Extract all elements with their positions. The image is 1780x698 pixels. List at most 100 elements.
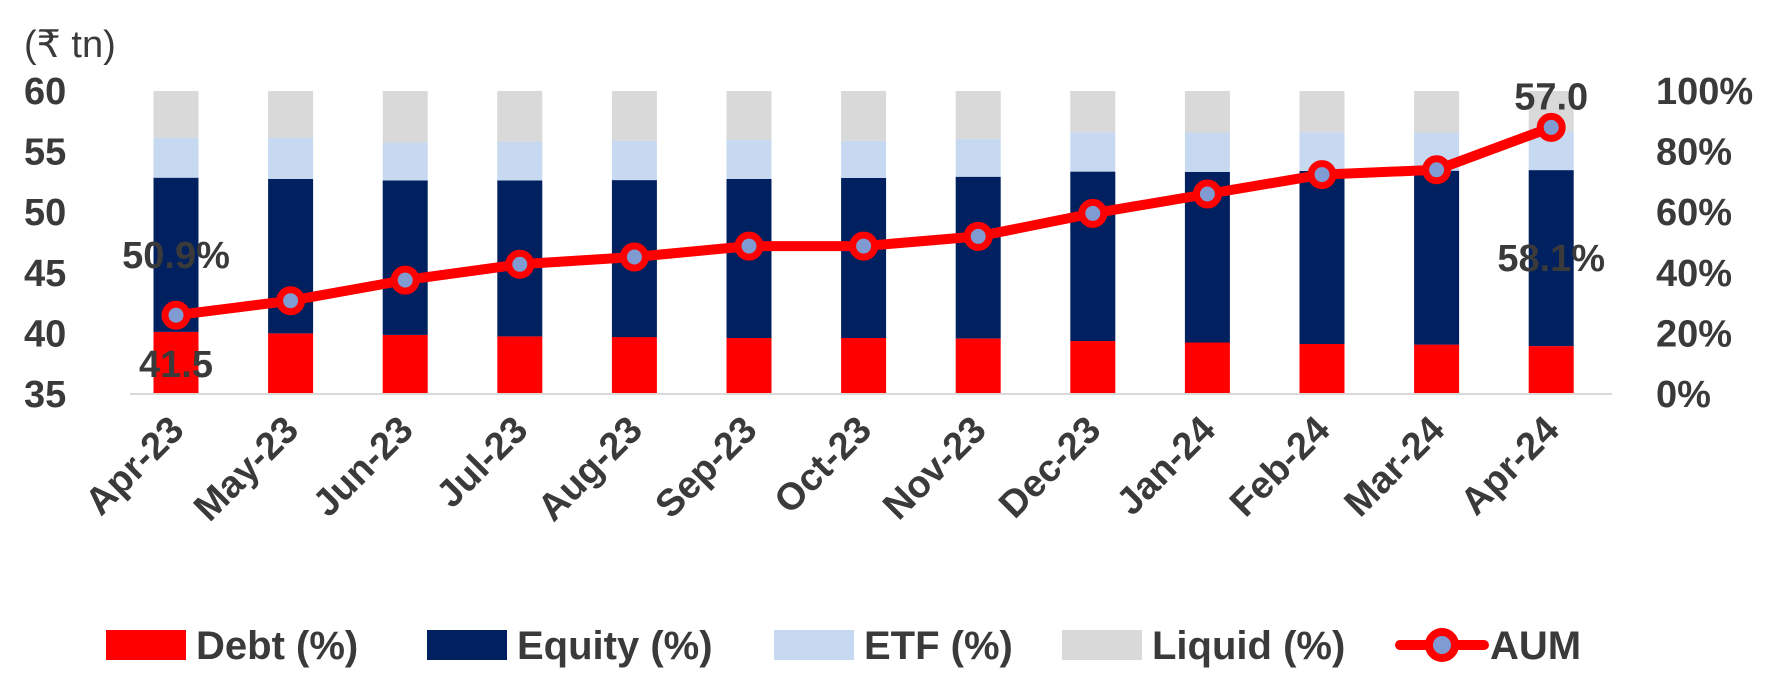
- y-axis-unit-label: (₹ tn): [24, 24, 116, 66]
- data-label-equity-apr-23: 50.9%: [122, 235, 230, 277]
- bar-series-group: [153, 91, 1574, 394]
- bar-equity-jun-23: [382, 180, 428, 335]
- bar-etf-apr-23: [153, 137, 199, 178]
- bar-debt-apr-24: [1528, 346, 1574, 394]
- bar-etf-dec-23: [1070, 132, 1116, 172]
- bar-debt-mar-24: [1414, 344, 1460, 394]
- aum-point-jan-24: [1192, 179, 1222, 209]
- aum-point-apr-24: [1536, 112, 1566, 142]
- bar-debt-oct-23: [841, 337, 887, 394]
- right-tick-label: 0%: [1656, 374, 1711, 416]
- bar-equity-dec-23: [1070, 171, 1116, 341]
- legend-swatch-debt: [106, 630, 186, 660]
- bar-liquid-apr-23: [153, 91, 199, 138]
- x-tick-jan-24: Jan-24: [1109, 409, 1224, 524]
- bar-debt-dec-23: [1070, 341, 1116, 394]
- bar-debt-jun-23: [382, 334, 428, 394]
- bar-equity-feb-24: [1299, 171, 1345, 344]
- aum-point-aug-23: [619, 242, 649, 272]
- right-tick-label: 40%: [1656, 253, 1732, 295]
- x-tick-aug-23: Aug-23: [530, 409, 651, 530]
- legend-label-etf: ETF (%): [864, 624, 1013, 668]
- bar-etf-jul-23: [497, 141, 543, 181]
- left-tick-label: 40: [24, 313, 66, 355]
- x-tick-dec-23: Dec-23: [991, 409, 1109, 527]
- x-tick-nov-23: Nov-23: [875, 409, 994, 528]
- bar-debt-feb-24: [1299, 344, 1345, 394]
- aum-point-nov-23: [963, 221, 993, 251]
- data-label-aum-apr-23: 41.5: [139, 344, 213, 386]
- legend-swatch-equity: [427, 630, 507, 660]
- left-tick-label: 50: [24, 192, 66, 234]
- x-tick-may-23: May-23: [186, 409, 307, 530]
- legend-label-liquid: Liquid (%): [1152, 624, 1345, 668]
- right-tick-label: 20%: [1656, 313, 1732, 355]
- right-tick-label: 60%: [1656, 192, 1732, 234]
- aum-point-dec-23: [1078, 198, 1108, 228]
- bar-debt-jan-24: [1184, 342, 1230, 394]
- bar-etf-sep-23: [726, 140, 772, 179]
- aum-line-group: [161, 112, 1566, 330]
- data-labels-group: 50.9% 41.5 58.1% 57.0: [122, 76, 1605, 386]
- bar-liquid-aug-23: [611, 91, 657, 141]
- legend-swatch-etf: [774, 630, 854, 660]
- x-tick-feb-24: Feb-24: [1222, 409, 1338, 525]
- left-tick-label: 55: [24, 132, 66, 174]
- bar-liquid-may-23: [268, 91, 314, 138]
- bar-liquid-nov-23: [955, 91, 1001, 139]
- legend-label-aum: AUM: [1490, 624, 1581, 668]
- bar-liquid-jul-23: [497, 91, 543, 142]
- x-tick-sep-23: Sep-23: [648, 409, 766, 527]
- aum-point-may-23: [276, 286, 306, 316]
- aum-point-jul-23: [505, 249, 535, 279]
- bar-debt-nov-23: [955, 338, 1001, 394]
- x-tick-mar-24: Mar-24: [1337, 409, 1453, 525]
- legend-label-debt: Debt (%): [196, 624, 358, 668]
- x-tick-oct-23: Oct-23: [767, 409, 880, 522]
- x-tick-jul-23: Jul-23: [429, 409, 536, 516]
- legend-label-equity: Equity (%): [517, 624, 713, 668]
- bar-liquid-sep-23: [726, 91, 772, 141]
- right-axis-ticks: 0% 20% 40% 60% 80% 100%: [1656, 71, 1753, 416]
- aum-point-sep-23: [734, 231, 764, 261]
- bar-etf-jan-24: [1184, 132, 1230, 172]
- bar-etf-nov-23: [955, 138, 1001, 177]
- bar-liquid-jun-23: [382, 91, 428, 143]
- legend-marker-aum: [1425, 628, 1459, 662]
- bar-equity-apr-24: [1528, 170, 1574, 347]
- bar-etf-aug-23: [611, 140, 657, 181]
- left-axis-ticks: 35 40 45 50 55 60: [24, 71, 66, 416]
- bar-liquid-oct-23: [841, 91, 887, 141]
- bar-debt-apr-23: [153, 331, 199, 394]
- aum-point-jun-23: [390, 265, 420, 295]
- data-label-aum-apr-24: 57.0: [1514, 76, 1588, 118]
- bar-etf-oct-23: [841, 140, 887, 178]
- bar-liquid-feb-24: [1299, 91, 1345, 133]
- aum-point-feb-24: [1307, 160, 1337, 190]
- aum-point-oct-23: [849, 231, 879, 261]
- data-label-equity-apr-24: 58.1%: [1497, 238, 1605, 280]
- left-tick-label: 60: [24, 71, 66, 113]
- bar-liquid-mar-24: [1414, 91, 1460, 133]
- aum-point-apr-23: [161, 300, 191, 330]
- bar-etf-jun-23: [382, 142, 428, 181]
- bar-etf-may-23: [268, 138, 314, 179]
- bar-debt-sep-23: [726, 337, 772, 394]
- aum-point-mar-24: [1422, 155, 1452, 185]
- x-tick-jun-23: Jun-23: [305, 409, 421, 525]
- x-tick-apr-24: Apr-24: [1453, 409, 1568, 524]
- bar-equity-mar-24: [1414, 170, 1460, 345]
- bar-liquid-jan-24: [1184, 91, 1230, 133]
- x-tick-apr-23: Apr-23: [78, 409, 193, 524]
- bar-debt-aug-23: [611, 337, 657, 394]
- bar-liquid-dec-23: [1070, 91, 1116, 133]
- bar-debt-may-23: [268, 333, 314, 394]
- bar-equity-nov-23: [955, 176, 1001, 339]
- left-tick-label: 35: [24, 374, 66, 416]
- right-tick-label: 100%: [1656, 71, 1753, 113]
- legend: Debt (%) Equity (%) ETF (%) Liquid (%) AUM: [106, 624, 1581, 668]
- bar-debt-jul-23: [497, 336, 543, 394]
